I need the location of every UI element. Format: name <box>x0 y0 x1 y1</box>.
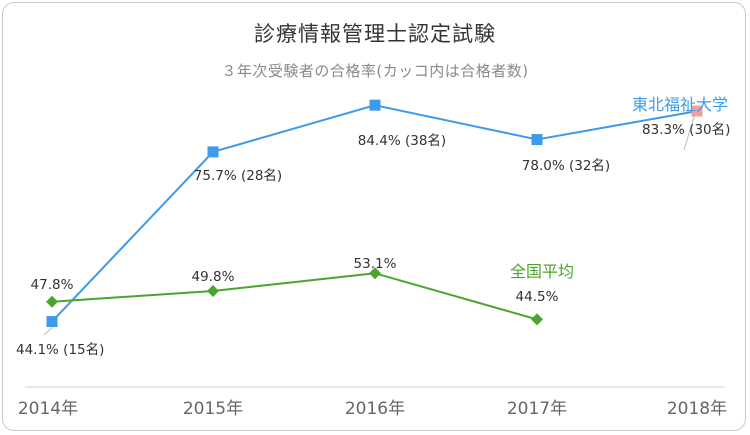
data-label-national: 49.8% <box>192 269 235 285</box>
series-name-national: 全国平均 <box>510 262 574 281</box>
x-tick-label: 2018年 <box>667 399 727 419</box>
chart-subtitle: ３年次受験者の合格率(カッコ内は合格者数) <box>221 62 529 80</box>
point-univ <box>531 134 543 146</box>
point-national <box>207 284 219 297</box>
x-axis-ticks: 2014年 2015年 2016年 2017年 2018年 <box>18 399 727 419</box>
chart-frame <box>2 2 746 431</box>
data-label-univ: 75.7% (28名) <box>194 168 282 184</box>
point-univ <box>691 105 703 117</box>
series-name-univ: 東北福祉大学 <box>632 95 728 114</box>
data-label-national: 47.8% <box>31 277 74 293</box>
data-labels: 44.1% (15名) 75.7% (28名) 84.4% (38名) 78.0% (… <box>16 95 730 358</box>
chart-title: 診療情報管理士認定試験 <box>254 22 496 46</box>
x-tick-label: 2015年 <box>183 399 243 419</box>
x-tick-label: 2014年 <box>18 399 78 419</box>
point-univ <box>369 99 381 111</box>
data-label-univ: 78.0% (32名) <box>522 158 610 174</box>
series-line-national <box>51 272 538 321</box>
data-label-univ: 44.1% (15名) <box>16 342 104 358</box>
data-label-univ: 83.3% (30名) <box>642 122 730 138</box>
x-tick-label: 2017年 <box>507 399 567 419</box>
point-national <box>369 267 381 280</box>
point-national <box>531 313 543 326</box>
point-national <box>46 295 58 308</box>
data-label-national: 44.5% <box>516 289 559 305</box>
data-label-national: 53.1% <box>354 256 397 272</box>
leader-line <box>43 327 53 336</box>
data-label-univ: 84.4% (38名) <box>358 133 446 149</box>
point-univ <box>46 316 58 328</box>
point-univ <box>207 146 219 158</box>
x-tick-label: 2016年 <box>345 399 405 419</box>
series-markers <box>46 99 703 328</box>
